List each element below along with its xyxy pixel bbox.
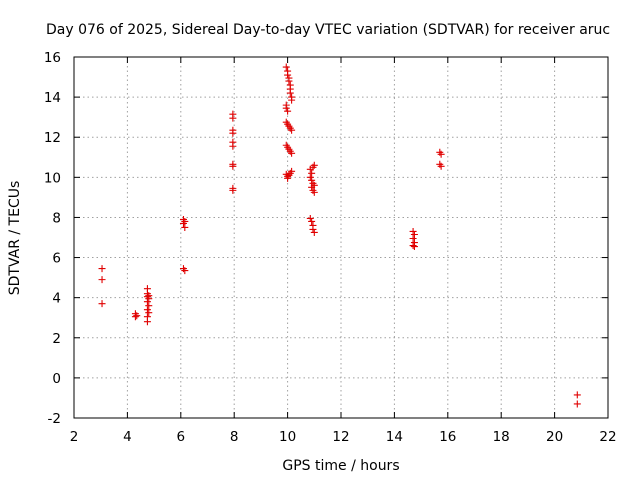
data-point — [181, 267, 189, 275]
data-point — [288, 96, 296, 104]
y-tick-label: 0 — [52, 371, 61, 387]
data-point — [306, 173, 314, 181]
data-point — [308, 217, 316, 225]
data-point — [437, 162, 445, 170]
chart-title: Day 076 of 2025, Sidereal Day-to-day VTE… — [46, 22, 610, 38]
data-point — [410, 243, 418, 251]
data-point — [288, 149, 296, 157]
x-tick-label: 22 — [599, 429, 616, 445]
data-points — [98, 63, 581, 408]
data-point — [179, 219, 187, 227]
x-tick-label: 10 — [279, 429, 296, 445]
data-point — [284, 174, 292, 182]
data-point — [308, 183, 316, 191]
data-point — [573, 391, 581, 399]
data-point — [284, 107, 292, 115]
y-tick-label: 16 — [44, 50, 61, 66]
y-tick-label: 14 — [44, 90, 61, 106]
x-tick-label: 16 — [439, 429, 456, 445]
data-point — [573, 400, 581, 408]
data-point — [143, 298, 151, 306]
x-tick-label: 2 — [70, 429, 79, 445]
x-tick-label: 6 — [177, 429, 186, 445]
data-point — [409, 235, 417, 243]
y-tick-label: 2 — [52, 331, 61, 347]
data-point — [437, 150, 445, 158]
data-point — [143, 318, 151, 326]
data-point — [145, 292, 153, 300]
y-axis-label: SDTVAR / TECUs — [7, 181, 23, 296]
data-point — [229, 186, 237, 194]
y-tick-label: -2 — [48, 411, 61, 427]
data-point — [98, 300, 106, 308]
data-point — [286, 89, 294, 97]
data-point — [229, 162, 237, 170]
data-point — [282, 63, 290, 71]
data-point — [131, 313, 139, 321]
y-tick-label: 6 — [52, 251, 61, 267]
data-point — [181, 223, 189, 231]
data-point — [284, 71, 292, 79]
data-point — [410, 230, 418, 238]
data-point — [308, 176, 316, 184]
data-point — [98, 276, 106, 284]
data-point — [409, 227, 417, 235]
x-tick-label: 20 — [546, 429, 563, 445]
data-point — [145, 309, 153, 317]
axis-ticks: 2 4 6 8 10 12 14 16 18 20 22 -2 0 2 4 6 8 10 12 14 16 — [44, 50, 617, 445]
data-point — [229, 129, 237, 137]
data-point — [310, 228, 318, 236]
data-point — [285, 77, 293, 85]
data-point — [308, 169, 316, 177]
data-point — [282, 104, 290, 112]
x-tick-label: 14 — [386, 429, 403, 445]
data-point — [306, 214, 314, 222]
x-tick-label: 12 — [332, 429, 349, 445]
x-axis-label: GPS time / hours — [282, 458, 399, 474]
grid-lines — [74, 57, 608, 418]
data-point — [288, 126, 296, 134]
y-tick-label: 12 — [44, 130, 61, 146]
data-point — [229, 142, 237, 150]
data-point — [310, 188, 318, 196]
data-point — [143, 306, 151, 314]
x-tick-label: 8 — [230, 429, 239, 445]
x-tick-label: 18 — [493, 429, 510, 445]
y-tick-label: 4 — [52, 291, 61, 307]
data-point — [288, 167, 296, 175]
y-tick-label: 10 — [44, 170, 61, 186]
data-point — [145, 302, 153, 310]
data-point — [309, 225, 317, 233]
data-point — [133, 312, 141, 320]
data-point — [310, 161, 318, 169]
data-point — [229, 114, 237, 122]
data-point — [409, 242, 417, 250]
data-point — [98, 265, 106, 273]
x-tick-label: 4 — [123, 429, 132, 445]
y-tick-label: 8 — [52, 210, 61, 226]
